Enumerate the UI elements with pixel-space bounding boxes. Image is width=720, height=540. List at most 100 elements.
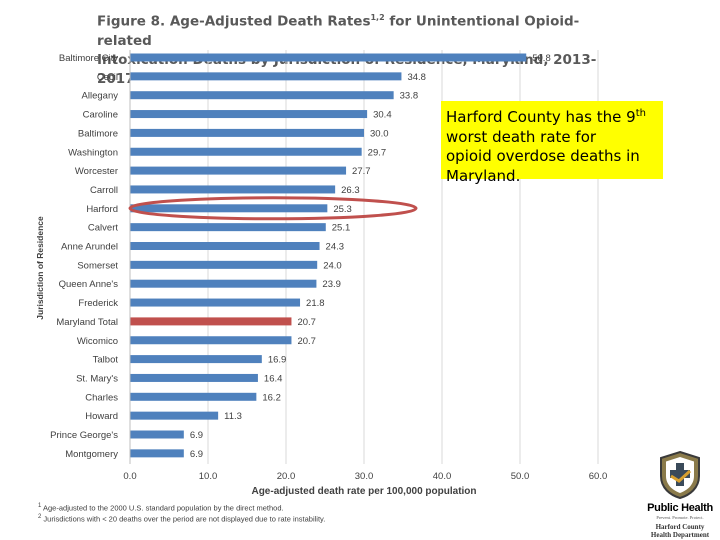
footnote-1: 1 Age-adjusted to the 2000 U.S. standard…: [38, 503, 284, 513]
bars: [130, 53, 527, 458]
bar: [130, 279, 317, 288]
category-labels: Baltimore City Cecil Allegany Caroline Balti…: [50, 53, 118, 460]
category-label: Anne Arundel: [61, 242, 118, 253]
x-tick-label: 20.0: [277, 471, 296, 482]
value-label: 20.7: [297, 336, 316, 347]
harford-highlight-ellipse: [128, 196, 418, 221]
category-label: Harford: [86, 204, 118, 215]
value-label: 50.8: [532, 53, 551, 64]
category-label: Somerset: [77, 260, 118, 271]
category-label: Calvert: [88, 223, 118, 234]
bar: [130, 147, 362, 156]
category-label: Wicomico: [77, 336, 118, 347]
value-label: 20.7: [297, 317, 316, 328]
value-label: 34.8: [407, 72, 426, 83]
x-tick-label: 30.0: [355, 471, 374, 482]
x-tick-label: 40.0: [433, 471, 452, 482]
bar: [130, 260, 318, 269]
bar: [130, 392, 257, 401]
logo-department-line2: Health Department: [650, 531, 710, 539]
value-label: 26.3: [341, 185, 360, 196]
bar: [130, 317, 292, 326]
category-label: Howard: [85, 411, 118, 422]
value-label: 29.7: [368, 147, 387, 158]
bar: [130, 373, 258, 382]
callout-superscript: th: [635, 108, 646, 119]
footnote-1-text: Age-adjusted to the 2000 U.S. standard p…: [41, 503, 284, 513]
category-label: Talbot: [93, 355, 119, 366]
category-label: Caroline: [83, 110, 118, 121]
bar: [130, 128, 364, 137]
title-superscript: 1,2: [370, 13, 385, 22]
value-label: 6.9: [190, 449, 203, 460]
bar: [130, 298, 301, 307]
logo-title: Public Health: [647, 502, 713, 514]
y-axis-label: Jurisdiction of Residence: [35, 216, 45, 320]
x-axis-label: Age-adjusted death rate per 100,000 popu…: [251, 486, 476, 497]
health-department-logo: Public Health Prevent. Promote. Protect.…: [640, 450, 720, 540]
callout-box: [441, 101, 663, 179]
callout-text-after: worst death rate for opioid overdose dea…: [446, 127, 640, 185]
logo-department-line1: Harford County: [655, 523, 705, 531]
footnote-2-text: Jurisdictions with < 20 deaths over the …: [41, 514, 326, 524]
value-label: 25.1: [332, 223, 351, 234]
title-line1-rest: for Unintentional Opioid-related: [97, 13, 580, 49]
logo-tagline: Prevent. Promote. Protect.: [656, 515, 704, 520]
value-label: 21.8: [306, 298, 325, 309]
bar: [130, 185, 336, 194]
category-label: Baltimore: [78, 128, 118, 139]
value-labels: 50.8 34.8 33.8 30.4 30.0 29.7 27.7 26.3 25.3 25.1…: [190, 53, 551, 460]
x-tick-labels: 0.0 10.0 20.0 30.0 40.0 50.0 60.0: [123, 471, 607, 482]
category-label: Cecil: [97, 72, 118, 83]
value-label: 30.0: [370, 128, 389, 139]
bar: [130, 430, 184, 439]
bar: [130, 204, 328, 213]
shield-icon: [660, 450, 700, 500]
category-label: Montgomery: [65, 449, 118, 460]
bar: [130, 91, 394, 100]
value-label: 24.3: [326, 242, 345, 253]
bar: [130, 355, 262, 364]
category-label: Prince George's: [50, 430, 118, 441]
bar: [130, 411, 219, 420]
bar: [130, 166, 347, 175]
category-label: Frederick: [78, 298, 118, 309]
category-label: Baltimore City: [59, 53, 118, 64]
bar: [130, 72, 402, 81]
category-label: Washington: [68, 147, 118, 158]
title-line1: Figure 8. Age-Adjusted Death Rates: [97, 13, 371, 30]
value-label: 30.4: [373, 110, 392, 121]
value-label: 24.0: [323, 260, 342, 271]
category-label: Worcester: [75, 166, 118, 177]
value-label: 33.8: [400, 91, 419, 102]
bar: [130, 223, 326, 232]
value-label: 27.7: [352, 166, 371, 177]
bar: [130, 449, 184, 458]
x-tick-label: 50.0: [511, 471, 530, 482]
callout-text-before: Harford County has the 9: [446, 108, 636, 126]
value-label: 16.4: [264, 373, 283, 384]
x-tick-label: 10.0: [199, 471, 218, 482]
value-label: 6.9: [190, 430, 203, 441]
category-label: Allegany: [82, 91, 119, 102]
value-label: 25.3: [333, 204, 352, 215]
bar: [130, 110, 368, 119]
bar: [130, 336, 292, 345]
category-label: Maryland Total: [56, 317, 118, 328]
value-label: 11.3: [224, 411, 242, 422]
value-label: 16.2: [262, 392, 281, 403]
callout-text: Harford County has the 9th worst death r…: [446, 104, 646, 186]
footnote-2-marker: 2: [38, 514, 42, 520]
category-label: St. Mary's: [76, 373, 118, 384]
bar: [130, 53, 527, 62]
category-label: Carroll: [90, 185, 118, 196]
x-tick-label: 60.0: [589, 471, 608, 482]
footnote-2: 2 Jurisdictions with < 20 deaths over th…: [38, 514, 325, 524]
x-tick-label: 0.0: [123, 471, 136, 482]
value-label: 16.9: [268, 355, 287, 366]
value-label: 23.9: [322, 279, 341, 290]
footnote-1-marker: 1: [38, 503, 42, 509]
category-label: Queen Anne's: [59, 279, 119, 290]
bar: [130, 242, 320, 250]
